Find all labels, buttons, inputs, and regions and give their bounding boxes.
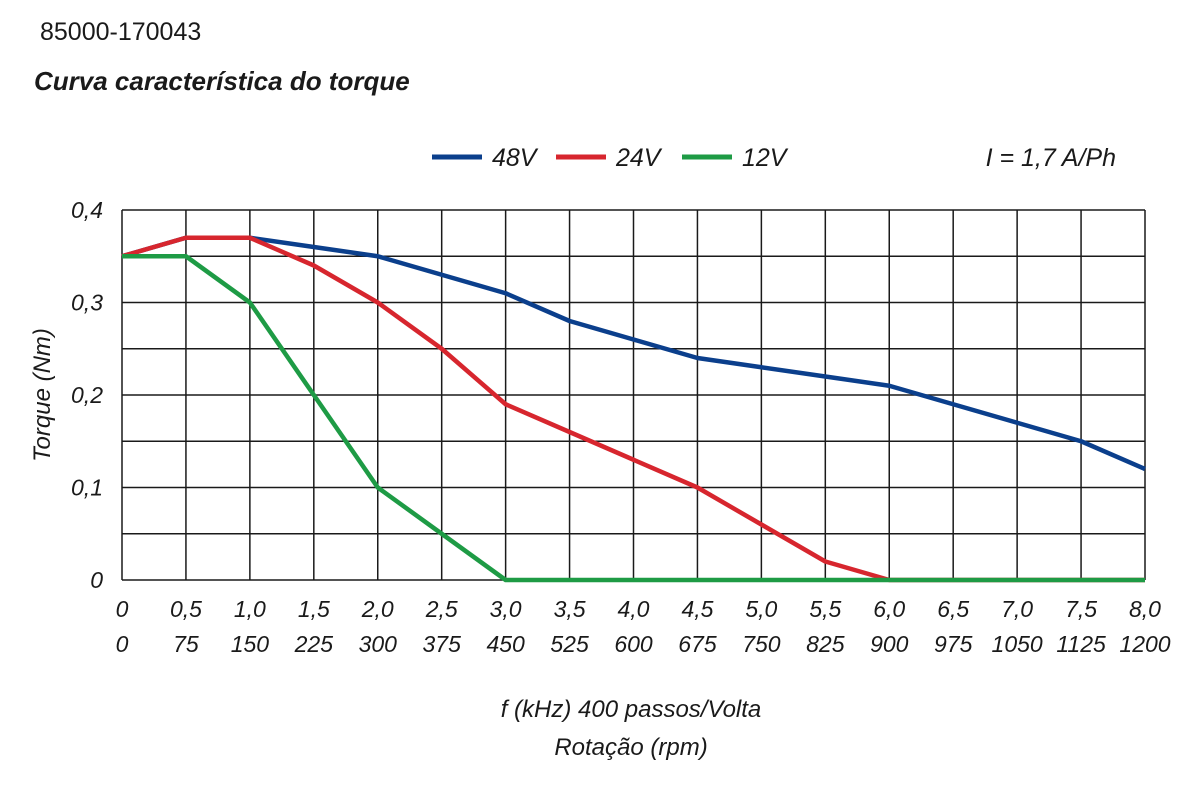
x-tick-label: 5,5 [809,596,841,622]
y-axis-label: Torque (Nm) [29,328,56,462]
x-tick-label-rpm: 75 [173,631,199,657]
chart-series [121,235,1146,583]
x-tick-label: 5,0 [745,596,777,622]
x-tick-label-rpm: 900 [870,631,909,657]
x-tick-label: 7,0 [1001,596,1033,622]
x-tick-label-rpm: 1200 [1119,631,1170,657]
x-tick-label-rpm: 225 [294,631,334,657]
x-tick-label: 1,0 [234,596,266,622]
series-line-48v [121,235,1146,472]
x-tick-label: 6,5 [937,596,969,622]
chart-title: Curva característica do torque [34,66,410,96]
x-tick-label-rpm: 750 [742,631,781,657]
x-tick-label: 0 [116,596,129,622]
legend-label-12v: 12V [742,144,789,172]
x-tick-label: 0,5 [170,596,202,622]
x-tick-label-rpm: 375 [423,631,462,657]
y-tick-label: 0,2 [71,382,103,408]
x-tick-label: 3,5 [554,596,586,622]
y-tick-label: 0,3 [71,290,103,316]
current-annotation: I = 1,7 A/Ph [986,144,1116,172]
x-tick-label-rpm: 675 [678,631,717,657]
x-tick-label: 3,0 [490,596,522,622]
x-tick-label-rpm: 1050 [992,631,1043,657]
x-tick-label: 8,0 [1129,596,1161,622]
x-tick-label-rpm: 1125 [1056,631,1106,657]
x-tick-label-rpm: 825 [806,631,845,657]
x-tick-label: 2,5 [425,596,458,622]
series-line-12v [122,254,1145,583]
x-tick-label: 4,0 [618,596,650,622]
y-tick-label: 0 [90,567,103,593]
x-axis-label-rpm: Rotação (rpm) [554,734,707,761]
x-tick-label-rpm: 525 [550,631,589,657]
y-tick-labels: 0 0,1 0,2 0,3 0,4 [71,197,103,593]
x-tick-label: 4,5 [681,596,713,622]
x-tick-label-rpm: 450 [486,631,525,657]
chart-grid [121,209,1146,581]
y-tick-label: 0,1 [71,475,103,501]
x-tick-label: 2,0 [361,596,394,622]
x-tick-label-rpm: 0 [116,631,129,657]
x-tick-label: 7,5 [1065,596,1097,622]
x-tick-label-rpm: 600 [614,631,653,657]
x-tick-label: 6,0 [873,596,905,622]
legend-label-24v: 24V [615,144,663,172]
chart-legend: 48V 24V 12V [432,144,789,172]
x-tick-labels: 0 0,5 1,0 1,5 2,0 2,5 3,0 3,5 4,0 4,5 5,0 5,5 6,0 6,5… [116,596,1171,657]
x-tick-label-rpm: 975 [934,631,973,657]
x-axis-label: f (kHz) 400 passos/Volta [501,696,762,723]
legend-label-48v: 48V [492,144,539,172]
y-tick-label: 0,4 [71,197,103,223]
x-tick-label: 1,5 [298,596,330,622]
x-tick-label-rpm: 300 [359,631,398,657]
part-number: 85000-170043 [40,18,202,46]
x-tick-label-rpm: 150 [231,631,270,657]
